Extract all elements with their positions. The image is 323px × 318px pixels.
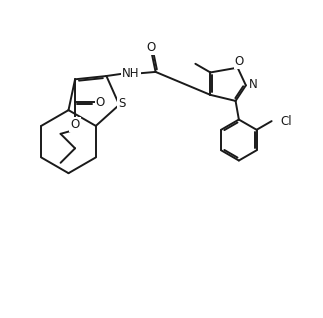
Text: O: O [234, 55, 244, 68]
Text: Cl: Cl [280, 114, 292, 128]
Text: O: O [147, 41, 156, 54]
Text: O: O [96, 95, 105, 108]
Text: S: S [118, 97, 125, 110]
Text: NH: NH [122, 67, 140, 80]
Text: N: N [248, 78, 257, 91]
Text: O: O [70, 118, 80, 131]
